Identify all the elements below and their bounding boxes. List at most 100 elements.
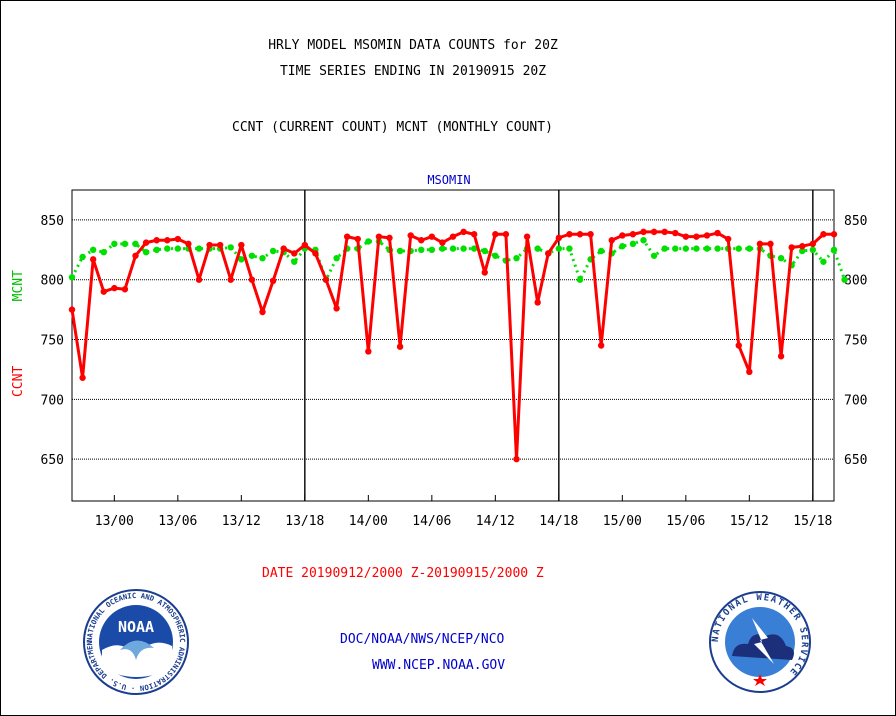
point-mcnt (439, 245, 446, 252)
point-mcnt (195, 245, 203, 252)
point-ccnt (248, 276, 256, 283)
point-mcnt (428, 246, 436, 254)
point-ccnt (735, 342, 742, 349)
x-tick-label: 15/12 (730, 514, 769, 529)
point-mcnt (566, 245, 573, 252)
point-ccnt (312, 250, 319, 257)
point-ccnt (301, 241, 309, 249)
point-mcnt (121, 240, 129, 248)
point-ccnt (513, 455, 520, 463)
point-mcnt (259, 254, 266, 262)
point-ccnt (291, 250, 298, 257)
point-ccnt (195, 276, 203, 283)
x-tick-label: 13/18 (285, 514, 324, 529)
point-ccnt (523, 233, 531, 240)
point-mcnt (79, 253, 86, 261)
point-ccnt (386, 234, 393, 242)
point-mcnt (820, 258, 827, 265)
point-mcnt (449, 245, 457, 252)
point-mcnt (513, 254, 520, 262)
point-ccnt (545, 250, 552, 257)
point-mcnt (481, 247, 488, 255)
point-ccnt (619, 232, 626, 239)
point-ccnt (661, 228, 668, 236)
point-mcnt (576, 276, 584, 283)
point-ccnt (492, 231, 499, 238)
point-mcnt (164, 245, 171, 252)
point-ccnt (100, 288, 107, 295)
legend-text: CCNT (CURRENT COUNT) MCNT (MONTHLY COUNT… (232, 120, 553, 135)
x-tick-label: 15/18 (793, 514, 832, 529)
point-ccnt (724, 235, 732, 243)
y-tick-label-right: 650 (844, 453, 867, 468)
point-mcnt (640, 237, 647, 244)
point-ccnt (756, 240, 764, 248)
x-tick-label: 13/00 (95, 514, 134, 529)
point-mcnt (100, 249, 107, 256)
x-tick-label: 14/00 (349, 514, 388, 529)
noaa-logo-text: NOAA (118, 618, 154, 636)
nws-logo: NATIONAL WEATHER SERVICE (709, 591, 811, 693)
point-ccnt (820, 231, 827, 238)
x-tick-label: 13/12 (222, 514, 261, 529)
point-ccnt (216, 241, 224, 249)
point-ccnt (777, 353, 785, 360)
point-mcnt (470, 245, 478, 252)
point-ccnt (89, 256, 97, 263)
date-range-label: DATE 20190912/2000 Z-20190915/2000 Z (262, 566, 544, 581)
point-ccnt (608, 237, 615, 244)
series-line-ccnt (70, 230, 834, 461)
x-tick-label: 15/06 (666, 514, 705, 529)
point-ccnt (206, 241, 213, 249)
point-ccnt (227, 276, 234, 283)
point-mcnt (238, 256, 245, 263)
y-tick-label-left: 750 (41, 334, 64, 349)
x-tick-label: 14/06 (412, 514, 451, 529)
point-ccnt (566, 231, 573, 238)
point-ccnt (449, 233, 457, 240)
y-tick-label-right: 800 (844, 274, 867, 289)
point-mcnt (597, 247, 605, 255)
point-ccnt (597, 342, 605, 349)
point-ccnt (322, 276, 330, 283)
point-ccnt (418, 237, 425, 244)
point-ccnt (68, 306, 76, 313)
point-ccnt (132, 252, 139, 259)
point-ccnt (142, 239, 150, 246)
point-mcnt (418, 246, 425, 254)
point-ccnt (714, 229, 721, 237)
y-tick-label-left: 850 (41, 214, 64, 229)
y-tick-label-left: 800 (41, 274, 64, 289)
point-ccnt (164, 237, 171, 244)
point-ccnt (343, 233, 351, 240)
point-ccnt (640, 228, 647, 236)
point-ccnt (682, 233, 690, 240)
point-mcnt (830, 246, 838, 254)
y-tick-label-right: 750 (844, 334, 867, 349)
point-ccnt (555, 234, 563, 242)
point-ccnt (629, 231, 637, 238)
point-ccnt (375, 233, 383, 240)
point-mcnt (619, 243, 626, 250)
point-mcnt (555, 245, 563, 252)
y-axis-label-mcnt: MCNT (11, 270, 26, 301)
footer-org-link[interactable]: DOC/NOAA/NWS/NCEP/NCO (340, 632, 505, 647)
point-mcnt (68, 274, 76, 281)
point-ccnt (259, 308, 266, 316)
point-mcnt (661, 245, 668, 252)
point-ccnt (650, 228, 658, 236)
point-ccnt (396, 343, 404, 350)
point-ccnt (111, 284, 118, 292)
point-mcnt (333, 254, 340, 262)
point-ccnt (153, 237, 160, 244)
x-tick-label: 13/06 (158, 514, 197, 529)
footer-url-link[interactable]: WWW.NCEP.NOAA.GOV (372, 658, 506, 673)
point-mcnt (682, 245, 690, 252)
x-tick-label: 14/12 (476, 514, 515, 529)
point-mcnt (89, 246, 97, 254)
point-mcnt (746, 245, 753, 252)
point-ccnt (439, 239, 446, 246)
chart-subtitle: TIME SERIES ENDING IN 20190915 20Z (279, 64, 547, 79)
point-ccnt (470, 231, 478, 238)
point-mcnt (841, 276, 848, 283)
